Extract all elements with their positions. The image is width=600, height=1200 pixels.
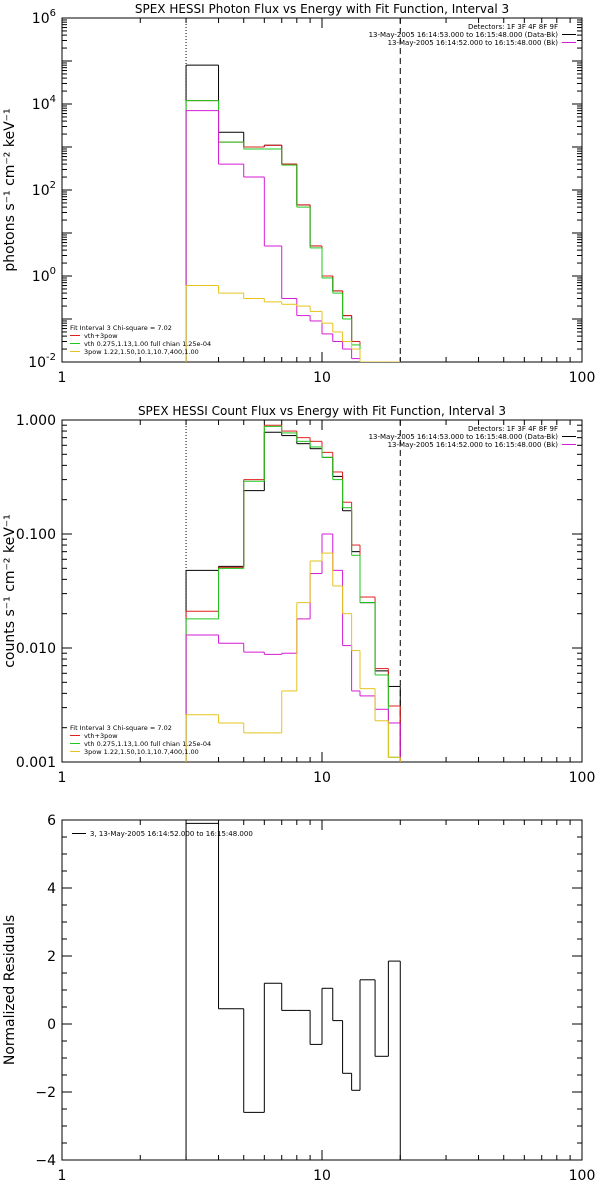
y-axis-label: counts s⁻¹ cm⁻² keV⁻¹ <box>2 514 18 668</box>
series-4 <box>185 110 401 362</box>
chart-panel-2: SPEX HESSI Count Flux vs Energy with Fit… <box>2 404 595 786</box>
series-5 <box>185 285 401 362</box>
y-tick-label: 6 <box>47 813 56 829</box>
y-axis: −4 −2 0 2 4 6 <box>35 813 582 1169</box>
y-tick-label-base: 10 <box>32 183 50 199</box>
y-axis-label: Normalized Residuals <box>2 915 18 1065</box>
legend-bottom: Fit Interval 3 Chi-square = 7.02vth+3pow… <box>70 724 211 756</box>
legend-text: 3pow 1.22,1.50,10.1,10.7,400,1.00 <box>84 348 199 356</box>
y-tick-label-base: 10 <box>32 11 50 27</box>
legend-bottom: Fit Interval 3 Chi-square = 7.02vth+3pow… <box>70 324 211 356</box>
data-area <box>185 424 401 762</box>
y-tick-label: 10-2 <box>28 352 56 371</box>
x-tick-label: 100 <box>569 370 596 386</box>
legend-text: 13-May-2005 16:14:53.000 to 16:15:48.000… <box>369 31 559 39</box>
y-tick-label-exponent: 4 <box>50 94 56 105</box>
data-area <box>185 822 401 1160</box>
plot-frame <box>61 419 583 763</box>
x-axis: 1 10 100 <box>58 820 596 1184</box>
legend-top: 3, 13-May-2005 16:14:52.000 to 16:15:48.… <box>72 830 253 838</box>
y-tick-label-exponent: 6 <box>50 8 56 19</box>
legend-text: Fit Interval 3 Chi-square = 7.02 <box>70 324 172 332</box>
legend-text: 13-May-2005 16:14:52.000 to 16:15:48.000… <box>388 39 559 47</box>
y-tick-label: 1.000 <box>16 413 56 429</box>
x-tick-label: 1 <box>58 770 67 786</box>
series-3 <box>185 425 401 762</box>
legend-text: 13-May-2005 16:14:53.000 to 16:15:48.000… <box>369 433 559 441</box>
x-tick-label: 100 <box>569 1168 596 1184</box>
chart-title: SPEX HESSI Photon Flux vs Energy with Fi… <box>135 2 509 16</box>
y-tick-label: −2 <box>35 1085 56 1101</box>
y-axis-label: photons s⁻¹ cm⁻² keV⁻¹ <box>2 108 18 271</box>
y-tick-label: 4 <box>47 881 56 897</box>
y-tick-label-base: 10 <box>32 269 50 285</box>
y-tick-label-exponent: -2 <box>46 352 56 363</box>
legend-text: Fit Interval 3 Chi-square = 7.02 <box>70 724 172 732</box>
legend-text: 3, 13-May-2005 16:14:52.000 to 16:15:48.… <box>90 830 253 838</box>
y-tick-label-base: 10 <box>32 97 50 113</box>
y-tick-label: 0.100 <box>16 527 56 543</box>
legend-text: vth 0.275,1.13,1.00 full chian 1.25e-04 <box>84 340 211 348</box>
x-tick-label: 10 <box>313 770 331 786</box>
legend-text: vth+3pow <box>84 732 118 740</box>
y-tick-label-exponent: 0 <box>50 266 56 277</box>
x-tick-label: 10 <box>313 370 331 386</box>
x-tick-label: 1 <box>58 370 67 386</box>
y-tick-label: 0 <box>47 1017 56 1033</box>
chart-title: SPEX HESSI Count Flux vs Energy with Fit… <box>138 404 506 418</box>
y-tick-label: 102 <box>32 180 56 199</box>
legend-text: 3pow 1.22,1.50,10.1,10.7,400,1.00 <box>84 748 199 756</box>
x-tick-label: 10 <box>313 1168 331 1184</box>
x-axis: 1 10 100 <box>58 18 596 386</box>
chart-panel-1: SPEX HESSI Photon Flux vs Energy with Fi… <box>2 2 595 386</box>
y-tick-label: 104 <box>32 94 56 113</box>
y-tick-label-base: 10 <box>28 355 46 371</box>
series-1 <box>185 822 401 1160</box>
y-tick-label: 106 <box>32 8 56 27</box>
series-5 <box>185 552 401 762</box>
y-tick-label: 0.001 <box>16 755 56 771</box>
legend-text: Detectors: 1F 3F 4F 8F 9F <box>468 425 558 433</box>
y-tick-label: 0.010 <box>16 641 56 657</box>
y-axis: 0.001 0.010 0.100 1.000 <box>16 413 582 771</box>
x-tick-label: 100 <box>569 770 596 786</box>
legend-text: vth+3pow <box>84 332 118 340</box>
plot-frame <box>61 17 583 363</box>
legend-text: vth 0.275,1.13,1.00 full chian 1.25e-04 <box>84 740 211 748</box>
chart-panel-3: 1 10 100 −4 −2 0 2 4 6 Normalized Residuals 3, 13-… <box>2 813 595 1184</box>
y-tick-label-exponent: 2 <box>50 180 56 191</box>
y-tick-label: 2 <box>47 949 56 965</box>
y-tick-label: 100 <box>32 266 56 285</box>
legend-text: Detectors: 1F 3F 4F 8F 9F <box>468 23 558 31</box>
x-tick-label: 1 <box>58 1168 67 1184</box>
y-tick-label: −4 <box>35 1153 56 1169</box>
data-area <box>185 64 401 362</box>
legend-text: 13-May-2005 16:14:52.000 to 16:15:48.000… <box>388 441 559 449</box>
